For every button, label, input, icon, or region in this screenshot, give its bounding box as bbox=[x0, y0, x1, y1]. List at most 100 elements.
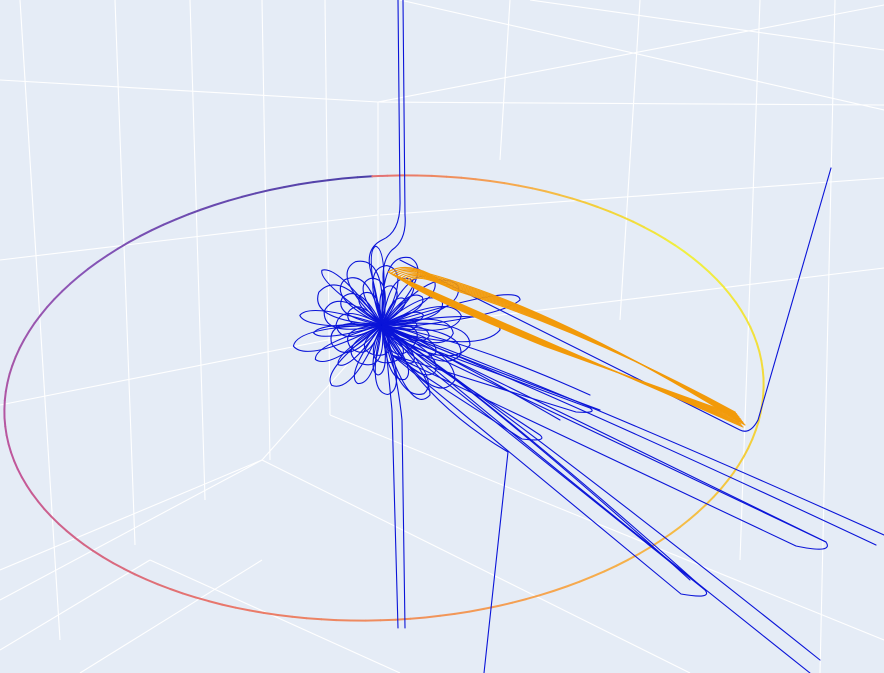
grid-line bbox=[261, 0, 271, 461]
ring-segment bbox=[729, 293, 737, 304]
field-line bbox=[379, 285, 398, 326]
grid-line bbox=[329, 414, 884, 641]
ring-segment bbox=[356, 175, 374, 179]
ring-segment bbox=[36, 500, 46, 510]
field-line bbox=[368, 0, 401, 326]
field-line bbox=[372, 324, 404, 364]
ring-segment bbox=[708, 271, 718, 281]
ring-segment bbox=[6, 373, 11, 384]
field-line bbox=[329, 324, 383, 387]
ring-segment bbox=[683, 250, 695, 260]
ring-segment bbox=[460, 176, 477, 181]
ring-segment bbox=[756, 342, 761, 354]
ring-segment bbox=[743, 446, 750, 458]
grid-line bbox=[0, 459, 263, 601]
ring-segment bbox=[497, 601, 514, 607]
field-line bbox=[381, 324, 431, 400]
ring-segment bbox=[430, 174, 448, 178]
ring-segment bbox=[157, 583, 172, 590]
grid-line bbox=[819, 0, 836, 673]
ring-segment bbox=[596, 206, 611, 213]
ring-segment bbox=[112, 562, 125, 570]
ring-segment bbox=[207, 600, 224, 606]
ring-segment bbox=[8, 364, 14, 376]
ring-segment bbox=[539, 590, 555, 597]
ring-segment bbox=[453, 610, 471, 615]
ring-segment bbox=[719, 479, 729, 490]
ring-segment bbox=[715, 278, 725, 289]
ring-segment bbox=[3, 416, 7, 428]
ring-segment bbox=[254, 189, 271, 195]
field-line bbox=[313, 324, 383, 337]
ring-segment bbox=[53, 290, 63, 301]
field-line bbox=[330, 322, 383, 354]
ring-segment bbox=[69, 275, 80, 285]
ring-segment bbox=[240, 192, 257, 198]
ring-segment bbox=[276, 614, 294, 618]
ring-segment bbox=[3, 390, 7, 402]
ring-segment bbox=[248, 609, 265, 614]
ring-segment bbox=[379, 618, 397, 622]
ring-segment bbox=[341, 176, 359, 180]
field-line bbox=[339, 277, 383, 326]
ring-segment bbox=[10, 451, 16, 462]
field-line bbox=[381, 330, 543, 441]
ring-segment bbox=[116, 241, 130, 250]
ring-segment bbox=[525, 594, 541, 601]
ring-segment bbox=[627, 552, 641, 561]
ring-segment bbox=[558, 193, 574, 200]
ring-segment bbox=[326, 177, 344, 182]
ring-segment bbox=[169, 588, 184, 595]
ring-segment bbox=[603, 564, 618, 573]
ring-segment bbox=[760, 359, 764, 371]
ring-segment bbox=[591, 570, 606, 578]
ring-segment bbox=[297, 181, 315, 186]
ring-segment bbox=[14, 347, 21, 358]
ring-segment bbox=[221, 603, 237, 609]
ring-segment bbox=[489, 180, 506, 185]
ring-segment bbox=[761, 368, 765, 380]
ring-segment bbox=[722, 286, 732, 296]
ring-segment bbox=[5, 434, 10, 445]
ring-segment bbox=[25, 484, 33, 495]
grid-line bbox=[261, 459, 691, 673]
ring-segment bbox=[664, 237, 676, 247]
ring-segment bbox=[194, 596, 210, 603]
ring-segment bbox=[468, 607, 485, 613]
ring-segment bbox=[474, 178, 492, 182]
field-line bbox=[381, 305, 462, 331]
grid-line bbox=[0, 459, 263, 571]
field-line bbox=[364, 324, 390, 356]
ring-segment bbox=[283, 183, 300, 189]
ring-segment bbox=[705, 495, 715, 506]
ring-segment bbox=[102, 556, 115, 565]
ring-segment bbox=[11, 356, 17, 367]
ring-segment bbox=[162, 218, 177, 226]
field-line bbox=[381, 324, 429, 395]
ring-segment bbox=[757, 412, 762, 423]
ring-segment bbox=[50, 515, 60, 525]
ring-segment bbox=[20, 476, 28, 487]
field-line bbox=[372, 265, 399, 326]
field-line bbox=[381, 324, 811, 673]
ring-segment bbox=[227, 195, 243, 202]
ring-segment bbox=[679, 518, 691, 528]
ring-segment bbox=[544, 190, 561, 196]
grid-line bbox=[19, 0, 61, 641]
grid-line bbox=[0, 79, 379, 103]
ring-segment bbox=[82, 543, 95, 552]
ring-segment bbox=[312, 179, 329, 184]
ring-segment bbox=[96, 254, 109, 264]
field-line bbox=[381, 311, 424, 326]
field-line bbox=[353, 324, 383, 385]
ring-segment bbox=[643, 226, 656, 234]
field-line bbox=[321, 269, 383, 326]
ring-segment bbox=[565, 580, 581, 588]
ring-segment bbox=[133, 573, 148, 581]
ring-segment bbox=[92, 549, 104, 559]
ring-segment bbox=[33, 314, 42, 325]
field-line bbox=[362, 277, 386, 326]
